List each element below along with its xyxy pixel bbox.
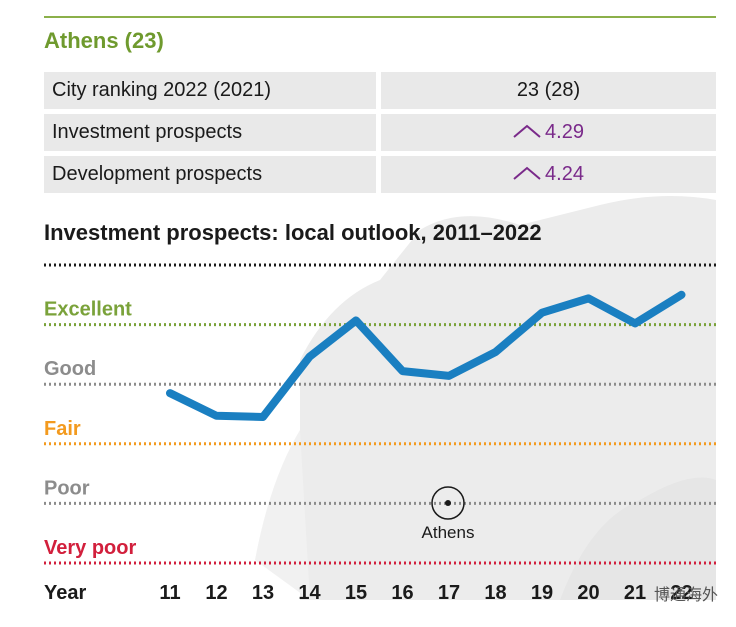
x-tick-label: 22 (670, 582, 692, 604)
x-tick-label: 19 (531, 582, 553, 604)
europe-map-background (255, 196, 716, 600)
band-label: Fair (44, 418, 81, 440)
band-label: Very poor (44, 537, 136, 559)
athens-marker-dot (445, 500, 451, 506)
athens-label: Athens (422, 523, 475, 542)
athens-annotation: Athens (422, 486, 475, 542)
stat-row-investment: Investment prospects 4.29 (44, 114, 716, 151)
stat-row-ranking: City ranking 2022 (2021) 23 (28) (44, 72, 716, 109)
x-tick-label: 13 (252, 582, 274, 604)
x-axis: Year 11 12 13 14 15 16 17 18 19 20 21 22 (44, 582, 693, 604)
x-tick-label: 20 (577, 582, 599, 604)
series-line-athens (166, 290, 686, 421)
x-tick-label: 11 (159, 582, 180, 604)
x-tick-label: 17 (438, 582, 460, 604)
athens-marker-ring (431, 486, 465, 520)
stat-label: City ranking 2022 (2021) (44, 72, 376, 109)
ranking-value: 23 (28) (516, 79, 581, 101)
trend-up-icon (513, 124, 541, 138)
x-tick-label: 14 (298, 582, 321, 604)
band-lines: Very poor Poor Fair Good Excellent (44, 263, 716, 565)
x-tick-label: 16 (391, 582, 413, 604)
x-tick-label: 21 (624, 582, 646, 604)
band-label: Good (44, 358, 96, 380)
stat-label: Investment prospects (44, 114, 376, 151)
city-title: Athens (23) (44, 28, 164, 53)
band-label: Excellent (44, 299, 132, 321)
x-tick-label: 12 (205, 582, 227, 604)
band-label: Poor (44, 477, 90, 499)
investment-value: 4.29 (545, 121, 584, 143)
x-tick-label: 18 (484, 582, 506, 604)
x-axis-label: Year (44, 582, 86, 604)
watermark: 博通海外 (653, 587, 718, 604)
trend-up-icon (513, 166, 541, 180)
x-tick-label: 15 (345, 582, 367, 604)
chart-title: Investment prospects: local outlook, 201… (44, 220, 542, 245)
stats-table: City ranking 2022 (2021) 23 (28) Investm… (44, 72, 716, 198)
stat-value: 23 (28) (381, 72, 716, 109)
stat-value: 4.24 (381, 156, 716, 193)
stat-value: 4.29 (381, 114, 716, 151)
top-rule (44, 16, 716, 18)
stat-label: Development prospects (44, 156, 376, 193)
series-lines (166, 290, 686, 421)
stat-row-development: Development prospects 4.24 (44, 156, 716, 193)
development-value: 4.24 (545, 163, 584, 185)
